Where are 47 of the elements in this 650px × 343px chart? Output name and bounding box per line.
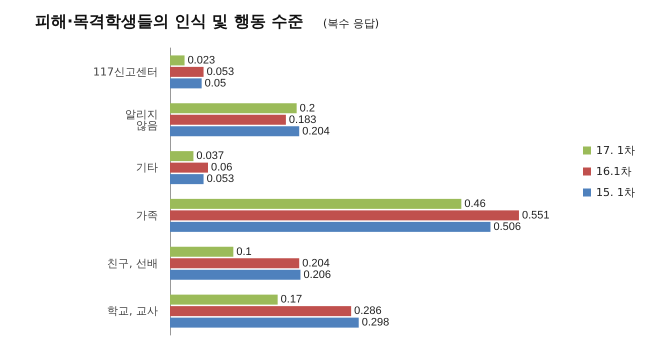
bar — [170, 318, 359, 328]
data-label: 0.2 — [300, 102, 315, 114]
bar — [170, 66, 204, 77]
chart-subtitle: (복수 응답) — [323, 17, 380, 30]
data-label: 0.023 — [188, 54, 216, 66]
data-label: 0.506 — [493, 220, 521, 233]
bar — [170, 246, 234, 257]
bar — [170, 306, 352, 316]
data-label: 0.05 — [204, 77, 226, 90]
bar — [170, 270, 300, 280]
y-tick-label: 가족 — [136, 208, 158, 222]
data-label: 0.053 — [206, 66, 234, 78]
bar — [170, 162, 208, 173]
legend-label: 15. 1차 — [596, 186, 636, 199]
bar — [170, 258, 300, 268]
bar — [170, 222, 490, 232]
bar — [170, 78, 202, 88]
legend-label: 16.1차 — [596, 165, 632, 178]
data-label: 0.1 — [236, 246, 252, 258]
y-tick-label: 알리지 않음 — [125, 108, 158, 132]
data-label: 0.298 — [362, 316, 390, 329]
data-label: 0.037 — [196, 150, 224, 162]
y-tick-label: 117신고센터 — [93, 65, 158, 78]
y-tick-label: 친구, 선배 — [107, 256, 158, 270]
data-label: 0.286 — [354, 305, 382, 318]
bar — [170, 126, 300, 136]
data-label: 0.204 — [302, 257, 330, 270]
bar — [170, 294, 278, 305]
y-tick-label: 학교, 교사 — [107, 304, 158, 318]
bar — [170, 174, 204, 184]
y-tick-label: 기타 — [136, 161, 158, 174]
data-label: 0.206 — [303, 268, 331, 281]
data-label: 0.053 — [206, 173, 234, 186]
data-label: 0.46 — [464, 198, 486, 210]
bar — [170, 55, 185, 66]
bar — [170, 151, 194, 162]
data-label: 0.204 — [302, 125, 330, 138]
bar — [170, 114, 286, 125]
bar — [170, 198, 462, 209]
data-label: 0.551 — [522, 209, 550, 222]
chart-title: 피해·목격학생들의 인식 및 행동 수준 — [35, 12, 304, 30]
legend-label: 17. 1차 — [596, 144, 636, 157]
bar — [170, 210, 519, 220]
data-label: 0.183 — [288, 114, 316, 126]
bar — [170, 103, 297, 114]
data-label: 0.17 — [280, 294, 302, 306]
data-label: 0.06 — [211, 162, 232, 174]
